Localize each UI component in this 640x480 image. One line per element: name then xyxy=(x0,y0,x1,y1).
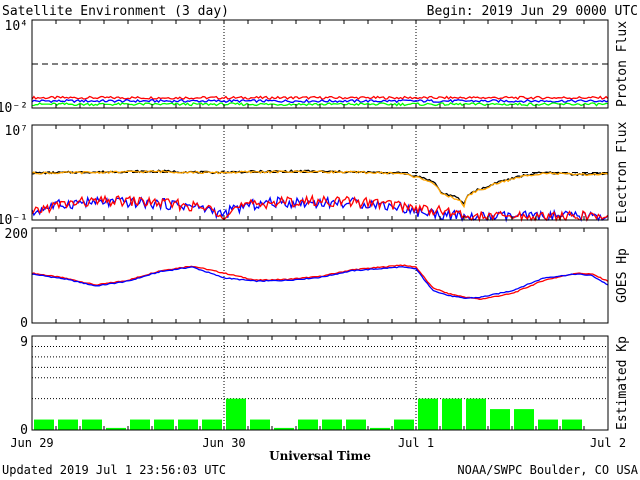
electron-series-1 xyxy=(31,169,609,209)
kp-bar-6 xyxy=(178,419,198,430)
kp-bar-4 xyxy=(130,419,150,430)
kp-bar-11 xyxy=(298,419,318,430)
kp-bar-10 xyxy=(274,427,294,430)
begin-time: Begin: 2019 Jun 29 0000 UTC xyxy=(427,4,638,19)
x-tick-label-jul1: Jul 1 xyxy=(398,436,434,450)
kp-bar-17 xyxy=(442,398,462,430)
kp-bar-13 xyxy=(346,419,366,430)
x-axis: Jun 29 Jun 30 Jul 1 Jul 2 Universal Time xyxy=(10,436,626,463)
x-axis-label: Universal Time xyxy=(269,449,371,463)
electron-ylabel: Electron Flux xyxy=(615,121,630,223)
x-tick-label-jul2: Jul 2 xyxy=(590,436,626,450)
kp-bar-16 xyxy=(418,398,438,430)
proton-ylabel: Proton Flux xyxy=(615,21,630,107)
kp-bar-12 xyxy=(322,419,342,430)
kp-bar-18 xyxy=(466,398,486,430)
hp-series-1 xyxy=(31,266,609,299)
proton-flux-panel: 10⁴ 10⁻² Proton Flux xyxy=(0,19,630,116)
kp-bar-14 xyxy=(370,427,390,430)
kp-ytick-top: 9 xyxy=(20,335,28,350)
kp-ylabel: Estimated Kp xyxy=(615,336,630,430)
kp-bar-9 xyxy=(250,419,270,430)
kp-bar-5 xyxy=(154,419,174,430)
kp-bar-15 xyxy=(394,419,414,430)
x-tick-label-jun30: Jun 30 xyxy=(202,436,245,450)
electron-flux-panel: 10⁷ 10⁻¹ Electron Flux xyxy=(0,121,630,228)
electron-ytick-top: 10⁷ xyxy=(5,124,28,139)
proton-ytick-top: 10⁴ xyxy=(5,19,28,34)
proton-series-0 xyxy=(31,95,609,100)
kp-bar-19 xyxy=(490,409,510,430)
kp-bar-21 xyxy=(538,419,558,430)
figure-title: Satellite Environment (3 day) xyxy=(2,4,229,19)
hp-ytick-bottom: 0 xyxy=(20,316,28,331)
hp-ylabel: GOES Hp xyxy=(615,248,630,303)
kp-bar-7 xyxy=(202,419,222,430)
proton-series-1 xyxy=(31,98,609,104)
goes-hp-panel: 200 0 GOES Hp xyxy=(5,227,630,331)
kp-bar-20 xyxy=(514,409,534,430)
kp-bar-1 xyxy=(58,419,78,430)
kp-bar-0 xyxy=(34,419,54,430)
proton-ytick-bottom: 10⁻² xyxy=(0,101,28,116)
proton-frame xyxy=(31,19,609,109)
kp-ytick-bottom: 0 xyxy=(20,423,28,438)
estimated-kp-panel: 9 0 Estimated Kp xyxy=(20,335,630,438)
electron-ytick-bottom: 10⁻¹ xyxy=(0,213,28,228)
kp-bar-3 xyxy=(106,427,126,430)
kp-bar-2 xyxy=(82,419,102,430)
x-tick-label-jun29: Jun 29 xyxy=(10,436,53,450)
kp-bar-22 xyxy=(562,419,582,430)
kp-bar-8 xyxy=(226,398,246,430)
updated-timestamp: Updated 2019 Jul 1 23:56:03 UTC xyxy=(2,463,226,477)
credit-line: NOAA/SWPC Boulder, CO USA xyxy=(457,463,638,477)
hp-ytick-top: 200 xyxy=(5,227,28,242)
